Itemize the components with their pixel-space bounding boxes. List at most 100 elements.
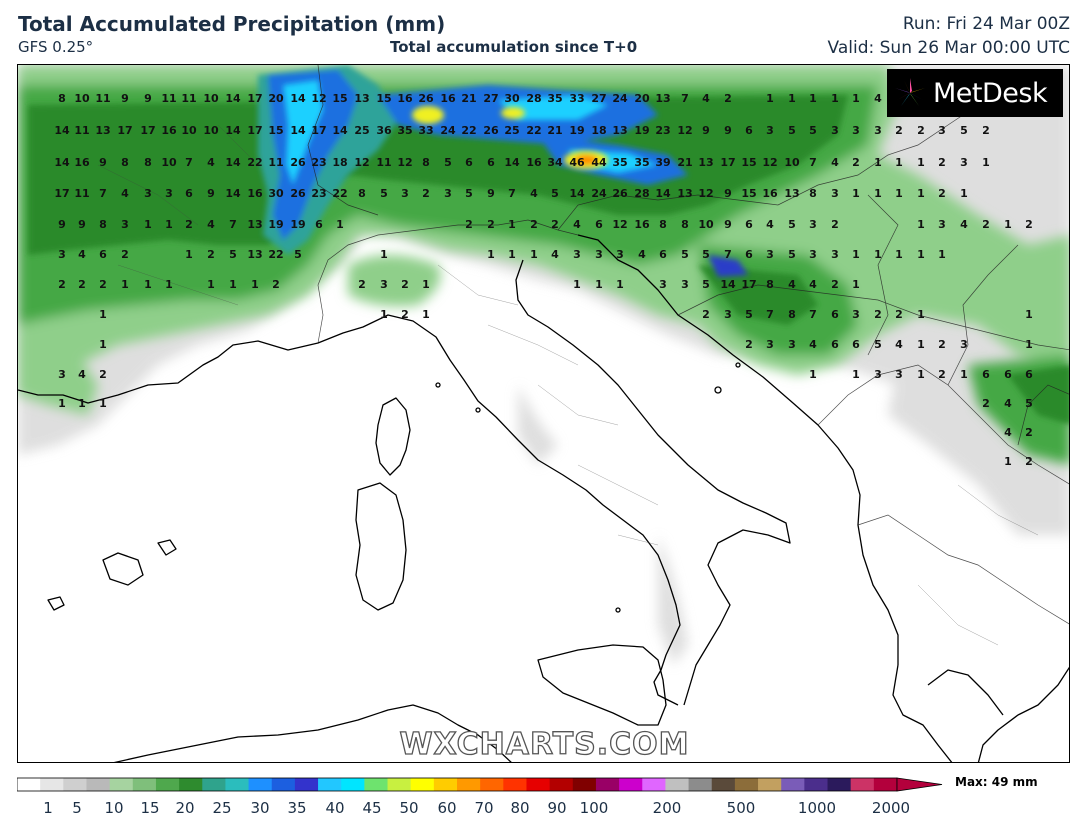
precip-value: 19 <box>634 124 649 137</box>
precip-value: 2 <box>938 187 946 200</box>
precip-value: 35 <box>612 156 627 169</box>
precip-value: 4 <box>121 187 129 200</box>
precip-value: 5 <box>681 248 689 261</box>
precip-value: 26 <box>612 187 628 200</box>
precip-value: 4 <box>702 92 710 105</box>
precip-area <box>658 535 688 665</box>
precip-value: 24 <box>440 124 456 137</box>
precip-value: 13 <box>612 124 627 137</box>
precip-value: 7 <box>809 308 817 321</box>
precip-value: 4 <box>530 187 538 200</box>
precip-value: 11 <box>268 156 283 169</box>
country-borders <box>307 65 1069 625</box>
precip-value: 1 <box>1025 338 1033 351</box>
precip-value: 33 <box>418 124 433 137</box>
legend-swatch <box>457 778 481 791</box>
precipitation-map[interactable]: 8 10 11 9 9 11 11 10 14 17 20 14 12 15 13 15 16 26 16 21 27 3… <box>17 64 1070 763</box>
precip-value: 2 <box>831 278 839 291</box>
precip-value: 1 <box>78 397 86 410</box>
precip-value: 16 <box>247 187 263 200</box>
precip-value: 9 <box>144 92 152 105</box>
legend-tick-label: 45 <box>362 799 381 816</box>
precip-value: 13 <box>655 92 670 105</box>
precip-value: 1 <box>1004 218 1012 231</box>
precip-value: 3 <box>831 124 839 137</box>
precip-value: 22 <box>332 187 347 200</box>
legend-swatch <box>549 778 574 791</box>
metdesk-logo: MetDesk <box>887 69 1063 117</box>
precip-value: 27 <box>483 92 498 105</box>
precip-value: 2 <box>702 308 710 321</box>
precip-value: 8 <box>144 156 152 169</box>
legend-swatch <box>433 778 458 791</box>
precip-value: 1 <box>229 278 237 291</box>
precip-value: 13 <box>95 124 110 137</box>
precip-value: 39 <box>655 156 670 169</box>
precip-value: 1 <box>99 308 107 321</box>
precip-value: 4 <box>766 218 774 231</box>
wxcharts-watermark: WXCHARTS.COM <box>399 726 690 762</box>
precip-value: 23 <box>311 187 326 200</box>
legend-swatch <box>642 778 666 791</box>
precip-value: 9 <box>121 92 129 105</box>
legend-swatch <box>595 778 620 791</box>
precip-value: 17 <box>54 187 69 200</box>
precip-value: 2 <box>422 187 430 200</box>
precip-value: 35 <box>634 156 649 169</box>
precip-value: 1 <box>917 187 925 200</box>
precip-value: 5 <box>465 187 473 200</box>
model-label: GFS 0.25° <box>18 38 94 56</box>
precip-value: 26 <box>418 92 434 105</box>
precip-value: 3 <box>401 187 409 200</box>
precip-value: 2 <box>1025 426 1033 439</box>
precip-value: 35 <box>547 92 562 105</box>
legend-bar: 1 5 10 15 20 25 30 35 40 45 50 60 70 80 90 100 200 500 100… <box>17 777 943 816</box>
precip-value: 4 <box>207 156 215 169</box>
precip-value: 2 <box>982 397 990 410</box>
precip-value: 3 <box>831 187 839 200</box>
precip-value: 1 <box>185 248 193 261</box>
legend-tick-label: 500 <box>727 799 756 816</box>
precip-value: 22 <box>526 124 541 137</box>
legend-tick-label: 2000 <box>872 799 910 816</box>
precip-value: 6 <box>465 156 473 169</box>
precip-value: 2 <box>465 218 473 231</box>
precip-value: 3 <box>595 248 603 261</box>
legend-tick-label: 5 <box>72 799 82 816</box>
precip-value: 26 <box>290 187 306 200</box>
precip-value: 6 <box>831 308 839 321</box>
legend-swatch <box>526 778 551 791</box>
precip-value: 1 <box>917 308 925 321</box>
precip-value: 9 <box>702 124 710 137</box>
precip-value: 2 <box>185 218 193 231</box>
precip-value: 5 <box>788 218 796 231</box>
legend-swatch <box>480 778 504 791</box>
max-value-label: Max: 49 mm <box>955 775 1038 789</box>
precip-value: 1 <box>766 92 774 105</box>
precip-value: 21 <box>461 92 476 105</box>
precip-value: 2 <box>530 218 538 231</box>
precip-value: 1 <box>1025 308 1033 321</box>
precip-value: 16 <box>161 124 177 137</box>
precip-value: 1 <box>251 278 259 291</box>
precip-value: 8 <box>681 218 689 231</box>
precip-value: 2 <box>831 218 839 231</box>
precip-area <box>498 95 608 120</box>
precip-value: 2 <box>99 368 107 381</box>
precip-value: 28 <box>634 187 649 200</box>
precip-value: 13 <box>354 92 369 105</box>
precip-value: 4 <box>78 368 86 381</box>
precip-value: 3 <box>724 308 732 321</box>
precip-value: 15 <box>332 92 347 105</box>
precip-value: 1 <box>165 278 173 291</box>
legend-tick-labels: 1 5 10 15 20 25 30 35 40 45 50 60 70 80 90 100 200 500 100… <box>43 799 910 816</box>
precip-value: 1 <box>852 92 860 105</box>
precip-value: 11 <box>74 124 89 137</box>
precip-value: 5 <box>809 124 817 137</box>
precip-value: 3 <box>788 338 796 351</box>
precip-value: 22 <box>268 248 283 261</box>
valid-time: Valid: Sun 26 Mar 00:00 UTC <box>827 38 1070 58</box>
precip-value: 1 <box>917 218 925 231</box>
precip-value: 1 <box>336 218 344 231</box>
precip-value: 4 <box>874 92 882 105</box>
